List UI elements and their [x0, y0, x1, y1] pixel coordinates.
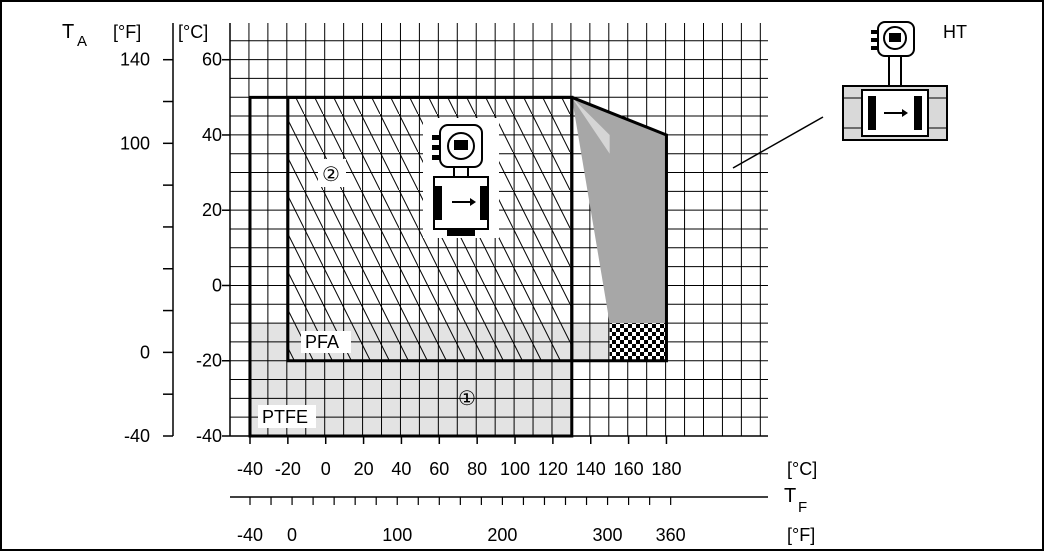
ht-layer	[571, 97, 667, 361]
axes-layer	[163, 23, 768, 505]
x-tick-label-f: -40	[237, 525, 263, 545]
y-tick-label-c: 0	[212, 275, 222, 295]
x-tick-label-c: 100	[500, 459, 530, 479]
y-axis-label-main: T	[62, 21, 74, 43]
pfa-label: PFA	[305, 332, 339, 352]
ht-label: HT	[943, 22, 967, 42]
x-tick-label-c: 80	[467, 459, 487, 479]
x-axis-label-main: T	[784, 485, 796, 507]
x-tick-label-c: 0	[321, 459, 331, 479]
y-tick-label-f: 0	[140, 342, 150, 362]
x-tick-label-f: 300	[593, 525, 623, 545]
y-axis-title: T A [°F] [°C]	[62, 21, 208, 50]
y-tick-label-c: -40	[196, 426, 222, 446]
y-tick-label-f: 100	[120, 133, 150, 153]
x-tick-label-c: 120	[538, 459, 568, 479]
device-icon-center	[423, 118, 499, 238]
y-tick-label-f: -40	[124, 426, 150, 446]
y-tick-label-c: 20	[202, 200, 222, 220]
y-tick-label-f: 140	[120, 50, 150, 70]
x-tick-label-c: -40	[237, 459, 263, 479]
x-tick-label-c: 160	[614, 459, 644, 479]
x-tick-label-f: 200	[487, 525, 517, 545]
x-tick-label-f: 360	[656, 525, 686, 545]
x-axis-unit-c: [°C]	[787, 459, 817, 479]
y-axis-unit-c: [°C]	[178, 22, 208, 42]
region-marker-2: ②	[322, 164, 340, 186]
x-tick-label-f: 0	[287, 525, 297, 545]
x-tick-label-c: 60	[429, 459, 449, 479]
device-icon-ht	[842, 21, 948, 141]
ptfe-label: PTFE	[262, 407, 308, 427]
ht-outline	[571, 95, 668, 363]
x-axis-unit-f: [°F]	[787, 525, 815, 545]
x-tick-label-f: 100	[382, 525, 412, 545]
y-tick-label-c: 60	[202, 50, 222, 70]
region-marker-1: ①	[458, 388, 476, 410]
y-tick-label-c: 40	[202, 125, 222, 145]
x-axis-title: [°C] T F [°F]	[784, 459, 817, 545]
ht-check-block	[609, 323, 667, 361]
x-tick-label-c: 180	[651, 459, 681, 479]
y-axis-label-sub: A	[77, 33, 87, 50]
ht-leader-line	[732, 116, 824, 169]
y-tick-label-c: -20	[196, 351, 222, 371]
x-tick-label-c: 40	[391, 459, 411, 479]
x-tick-label-c: 20	[354, 459, 374, 479]
y-axis-unit-f: [°F]	[113, 22, 141, 42]
x-tick-label-c: -20	[275, 459, 301, 479]
x-tick-label-c: 140	[576, 459, 606, 479]
x-axis-label-sub: F	[798, 499, 807, 516]
ht-region-gradient	[571, 97, 610, 154]
ht-region-fill	[571, 97, 667, 324]
